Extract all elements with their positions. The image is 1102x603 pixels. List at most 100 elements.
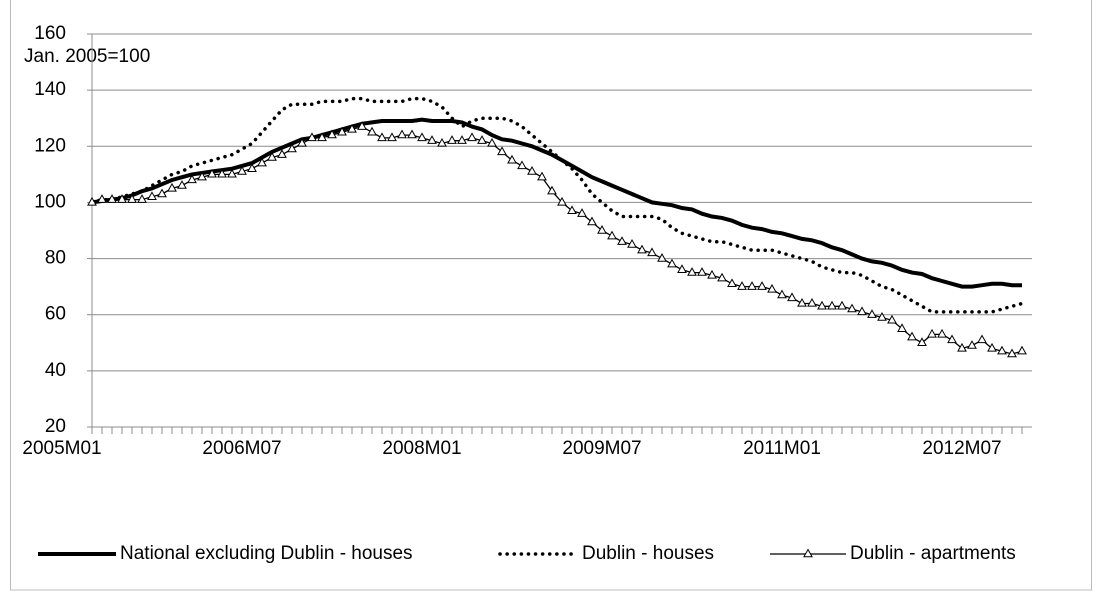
- point-marker: [867, 309, 877, 318]
- point-marker: [597, 224, 607, 234]
- point-marker: [797, 297, 807, 307]
- point-marker: [947, 334, 957, 344]
- point-marker: [887, 314, 897, 324]
- y-tick-label: 140: [34, 79, 66, 100]
- point-marker: [387, 132, 397, 142]
- point-marker: [937, 328, 947, 338]
- point-marker: [777, 289, 787, 299]
- point-marker: [757, 281, 767, 290]
- y-tick-label: 160: [34, 23, 66, 44]
- point-marker: [537, 171, 547, 181]
- point-marker: [107, 194, 117, 203]
- point-marker: [727, 278, 737, 288]
- point-marker: [587, 216, 597, 226]
- point-marker: [407, 129, 417, 139]
- point-marker: [577, 208, 587, 217]
- legend-marker: [803, 548, 813, 558]
- series-line: [90, 96, 1024, 314]
- point-marker: [337, 126, 347, 136]
- x-tick-label: 2008M01: [382, 438, 461, 459]
- point-marker: [427, 135, 437, 144]
- legend-item: Dublin - houses: [498, 543, 714, 564]
- point-marker: [257, 157, 267, 167]
- point-marker: [697, 267, 707, 276]
- point-marker: [647, 247, 657, 257]
- x-tick-label: 2011M01: [743, 438, 821, 459]
- point-marker: [667, 258, 677, 268]
- point-marker: [247, 163, 257, 172]
- point-marker: [857, 306, 867, 316]
- point-marker: [957, 342, 967, 352]
- chart-frame: [10, 0, 1092, 591]
- point-marker: [167, 182, 177, 192]
- point-marker: [547, 185, 557, 195]
- point-marker: [497, 146, 507, 156]
- point-marker: [767, 283, 777, 293]
- point-marker: [997, 345, 1007, 355]
- y-tick-label: 60: [45, 304, 66, 325]
- point-marker: [357, 121, 367, 130]
- point-marker: [637, 244, 647, 254]
- annotation: Jan. 2005=100: [24, 46, 150, 67]
- point-marker: [327, 129, 337, 139]
- point-marker: [627, 239, 637, 248]
- point-marker: [147, 191, 157, 201]
- point-marker: [347, 123, 357, 133]
- point-marker: [927, 328, 937, 338]
- point-marker: [967, 340, 977, 349]
- point-marker: [317, 132, 327, 142]
- point-marker: [197, 171, 207, 181]
- point-marker: [567, 205, 577, 215]
- x-tick-label: 2005M01: [22, 438, 101, 459]
- point-marker: [847, 303, 857, 313]
- point-marker: [467, 132, 477, 142]
- point-marker: [517, 160, 527, 170]
- point-marker: [607, 230, 617, 240]
- point-marker: [487, 137, 497, 147]
- point-marker: [1017, 345, 1027, 355]
- legend-label: National excluding Dublin - houses: [120, 543, 413, 564]
- point-marker: [507, 154, 517, 164]
- point-marker: [877, 312, 887, 321]
- point-marker: [917, 337, 927, 346]
- point-marker: [897, 323, 907, 332]
- y-tick-label: 80: [45, 248, 66, 269]
- point-marker: [307, 132, 317, 142]
- point-marker: [707, 269, 717, 279]
- point-marker: [297, 137, 307, 147]
- series-line: [91, 117, 1022, 289]
- point-marker: [397, 129, 407, 139]
- point-marker: [227, 168, 237, 178]
- point-marker: [737, 281, 747, 290]
- point-marker: [477, 135, 487, 144]
- point-marker: [277, 149, 287, 158]
- x-tick-label: 2009M07: [562, 438, 641, 459]
- point-marker: [457, 135, 467, 144]
- point-marker: [987, 342, 997, 352]
- legend-label: Dublin - houses: [582, 543, 714, 564]
- point-marker: [117, 194, 127, 203]
- point-marker: [907, 331, 917, 341]
- point-marker: [687, 267, 697, 276]
- point-marker: [977, 334, 987, 344]
- point-marker: [837, 300, 847, 310]
- point-marker: [557, 196, 567, 206]
- point-marker: [437, 137, 447, 147]
- legend-item: National excluding Dublin - houses: [38, 543, 413, 564]
- point-marker: [207, 168, 217, 178]
- series-line: [91, 125, 1023, 355]
- legend-item: Dublin - apartments: [770, 543, 1016, 564]
- point-marker: [1007, 348, 1017, 358]
- point-marker: [127, 194, 137, 203]
- y-tick-label: 40: [45, 360, 66, 381]
- y-tick-label: 20: [45, 416, 66, 437]
- point-marker: [817, 300, 827, 310]
- point-marker: [807, 297, 817, 307]
- point-marker: [187, 174, 197, 184]
- point-marker: [417, 132, 427, 142]
- point-marker: [787, 292, 797, 302]
- x-tick-label: 2006M07: [202, 438, 281, 459]
- legend-label: Dublin - apartments: [850, 543, 1016, 564]
- point-marker: [747, 281, 757, 290]
- point-marker: [677, 264, 687, 273]
